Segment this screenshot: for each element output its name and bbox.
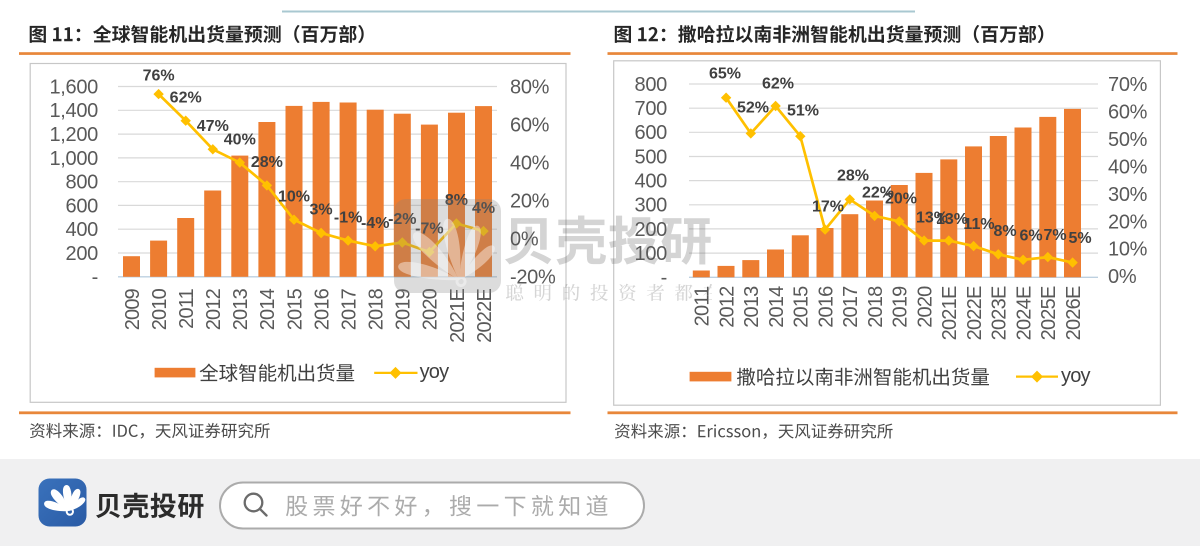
svg-text:2013: 2013 bbox=[230, 288, 252, 330]
svg-text:10%: 10% bbox=[1108, 239, 1148, 261]
svg-text:yoy: yoy bbox=[1061, 365, 1091, 387]
svg-text:2015: 2015 bbox=[791, 286, 813, 328]
svg-text:-4%: -4% bbox=[361, 215, 389, 232]
svg-text:3%: 3% bbox=[310, 202, 333, 219]
svg-text:-20%: -20% bbox=[510, 267, 556, 289]
svg-text:2018: 2018 bbox=[865, 286, 887, 328]
svg-text:-1%: -1% bbox=[334, 209, 362, 226]
svg-text:6%: 6% bbox=[1019, 228, 1042, 245]
svg-text:2021E: 2021E bbox=[939, 286, 961, 340]
svg-text:13%: 13% bbox=[916, 210, 948, 227]
svg-text:22%: 22% bbox=[862, 185, 894, 202]
svg-text:1,000: 1,000 bbox=[49, 148, 98, 170]
svg-text:2023E: 2023E bbox=[989, 286, 1011, 340]
svg-text:2026E: 2026E bbox=[1063, 286, 1085, 340]
svg-text:11%: 11% bbox=[963, 216, 994, 233]
svg-text:-: - bbox=[92, 267, 98, 289]
svg-text:76%: 76% bbox=[143, 68, 175, 85]
svg-text:52%: 52% bbox=[737, 100, 769, 117]
svg-text:17%: 17% bbox=[812, 199, 844, 216]
svg-text:20%: 20% bbox=[510, 191, 550, 213]
svg-text:30%: 30% bbox=[1108, 184, 1148, 206]
svg-text:400: 400 bbox=[635, 171, 668, 193]
svg-text:-7%: -7% bbox=[415, 221, 443, 238]
svg-text:8%: 8% bbox=[993, 223, 1016, 240]
svg-text:40%: 40% bbox=[224, 131, 256, 148]
svg-text:62%: 62% bbox=[170, 89, 202, 106]
svg-text:70%: 70% bbox=[1108, 74, 1148, 96]
svg-text:2017: 2017 bbox=[338, 288, 360, 330]
svg-text:2022E: 2022E bbox=[964, 286, 986, 340]
svg-text:2020: 2020 bbox=[914, 286, 936, 328]
svg-text:2022E: 2022E bbox=[474, 289, 496, 343]
svg-text:2020: 2020 bbox=[420, 288, 442, 330]
svg-text:2016: 2016 bbox=[815, 286, 837, 328]
svg-text:300: 300 bbox=[635, 195, 668, 217]
svg-text:2019: 2019 bbox=[890, 286, 912, 328]
svg-text:2025E: 2025E bbox=[1038, 286, 1060, 340]
svg-text:200: 200 bbox=[66, 243, 99, 265]
svg-text:1,600: 1,600 bbox=[49, 76, 98, 98]
svg-text:2014: 2014 bbox=[766, 286, 788, 328]
svg-text:2015: 2015 bbox=[284, 288, 306, 330]
svg-text:2017: 2017 bbox=[840, 286, 862, 328]
svg-text:28%: 28% bbox=[251, 154, 283, 171]
svg-text:60%: 60% bbox=[510, 115, 550, 137]
svg-text:500: 500 bbox=[635, 146, 668, 168]
svg-text:-: - bbox=[661, 267, 667, 289]
svg-text:5%: 5% bbox=[1068, 230, 1091, 247]
svg-text:2010: 2010 bbox=[149, 288, 171, 330]
svg-text:200: 200 bbox=[635, 219, 668, 241]
svg-text:2009: 2009 bbox=[122, 288, 144, 330]
svg-text:800: 800 bbox=[635, 74, 668, 96]
svg-text:1,400: 1,400 bbox=[49, 100, 98, 122]
svg-text:51%: 51% bbox=[787, 103, 819, 120]
svg-text:20%: 20% bbox=[1108, 211, 1148, 233]
svg-text:0%: 0% bbox=[510, 229, 539, 251]
svg-text:2011: 2011 bbox=[692, 286, 714, 326]
svg-text:2016: 2016 bbox=[311, 288, 333, 330]
svg-text:2014: 2014 bbox=[257, 288, 279, 330]
svg-text:2013: 2013 bbox=[741, 286, 763, 328]
svg-text:50%: 50% bbox=[1108, 129, 1148, 151]
svg-text:20%: 20% bbox=[885, 191, 917, 208]
svg-text:-2%: -2% bbox=[388, 211, 416, 228]
svg-text:2024E: 2024E bbox=[1013, 286, 1035, 340]
svg-text:28%: 28% bbox=[837, 168, 869, 185]
svg-text:62%: 62% bbox=[762, 76, 794, 93]
svg-text:2019: 2019 bbox=[393, 288, 415, 330]
svg-text:600: 600 bbox=[635, 122, 668, 144]
svg-text:60%: 60% bbox=[1108, 101, 1148, 123]
svg-text:100: 100 bbox=[635, 243, 668, 265]
svg-text:800: 800 bbox=[66, 172, 99, 194]
svg-text:1,200: 1,200 bbox=[49, 124, 98, 146]
svg-text:80%: 80% bbox=[510, 76, 550, 98]
svg-text:4%: 4% bbox=[472, 200, 495, 217]
svg-text:0%: 0% bbox=[1108, 266, 1137, 288]
svg-text:40%: 40% bbox=[1108, 156, 1148, 178]
svg-text:2018: 2018 bbox=[366, 288, 388, 330]
svg-text:40%: 40% bbox=[510, 153, 550, 175]
svg-text:2012: 2012 bbox=[203, 288, 225, 330]
svg-text:yoy: yoy bbox=[420, 361, 450, 383]
svg-text:400: 400 bbox=[66, 219, 99, 241]
svg-text:65%: 65% bbox=[709, 66, 741, 83]
svg-text:700: 700 bbox=[635, 98, 668, 120]
svg-text:600: 600 bbox=[66, 195, 99, 217]
svg-text:2011: 2011 bbox=[176, 288, 198, 328]
svg-text:13%: 13% bbox=[936, 211, 968, 228]
svg-text:7%: 7% bbox=[1043, 227, 1066, 244]
svg-text:2021E: 2021E bbox=[447, 289, 469, 343]
svg-text:2012: 2012 bbox=[716, 286, 738, 328]
svg-text:8%: 8% bbox=[445, 192, 468, 209]
svg-text:47%: 47% bbox=[197, 118, 229, 135]
svg-text:10%: 10% bbox=[278, 188, 310, 205]
